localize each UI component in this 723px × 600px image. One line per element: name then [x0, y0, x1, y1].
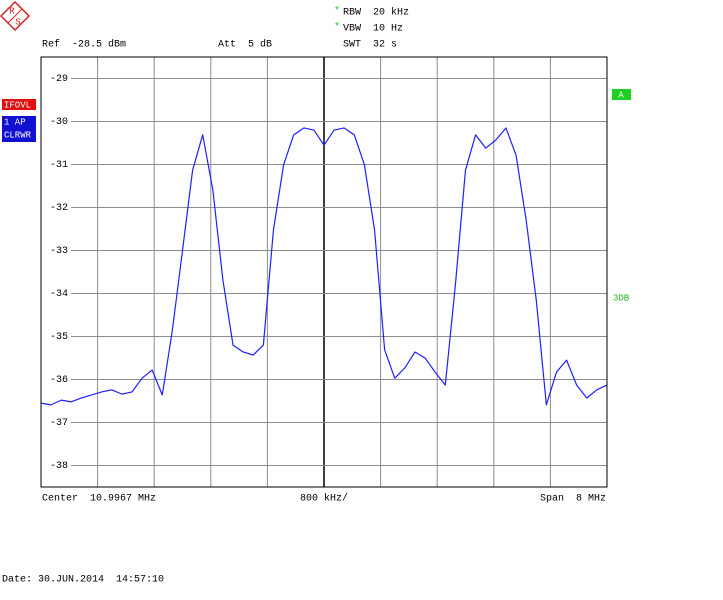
logo-letter: R: [9, 6, 15, 16]
y-tick-label: -33: [50, 246, 68, 257]
y-tick-label: -31: [50, 160, 68, 171]
coupled-marker: *: [334, 6, 340, 18]
plot-frame: [40, 56, 608, 488]
trace-flag: CLRWR: [4, 130, 32, 140]
vbw-label: VBW 10 Hz: [343, 24, 403, 35]
logo-letter: S: [15, 17, 20, 27]
flag-box: [2, 116, 36, 142]
y-tick-label: -29: [50, 74, 68, 85]
y-tick-label: -35: [50, 332, 68, 343]
flag-box: [2, 99, 36, 110]
logo-slash: [7, 8, 23, 24]
plot-area: -29 -30 -31 -32 -33 -34 -35 -36 -37 -38: [40, 57, 608, 487]
trace-flag: IFOVL: [4, 100, 31, 110]
y-tick-label: -38: [50, 461, 68, 472]
center-label: Center 10.9967 MHz: [42, 494, 156, 505]
y-tick-label: -34: [50, 289, 68, 300]
limit-box: [612, 89, 631, 100]
y-tick-label: -30: [50, 117, 68, 128]
ref-label: Ref -28.5 dBm: [42, 39, 126, 51]
swt-label: SWT 32 s: [343, 40, 397, 51]
trace: [40, 127, 608, 406]
rbw-label: RBW 20 kHz: [343, 7, 409, 19]
side-label: 3DB: [613, 293, 630, 303]
coupled-marker: *: [334, 22, 340, 34]
div-label: 800 kHz/: [300, 493, 348, 505]
limit-flag: A: [618, 90, 624, 100]
y-tick-label: -36: [50, 375, 68, 386]
logo: R S: [0, 0, 31, 32]
y-tick-label: -32: [50, 203, 68, 214]
att-label: Att 5 dB: [218, 39, 272, 51]
span-label: Span 8 MHz: [540, 494, 606, 505]
y-tick-label: -37: [50, 418, 68, 429]
date-label: Date: 30.JUN.2014 14:57:10: [2, 575, 164, 586]
trace-flag: 1 AP: [4, 117, 26, 127]
